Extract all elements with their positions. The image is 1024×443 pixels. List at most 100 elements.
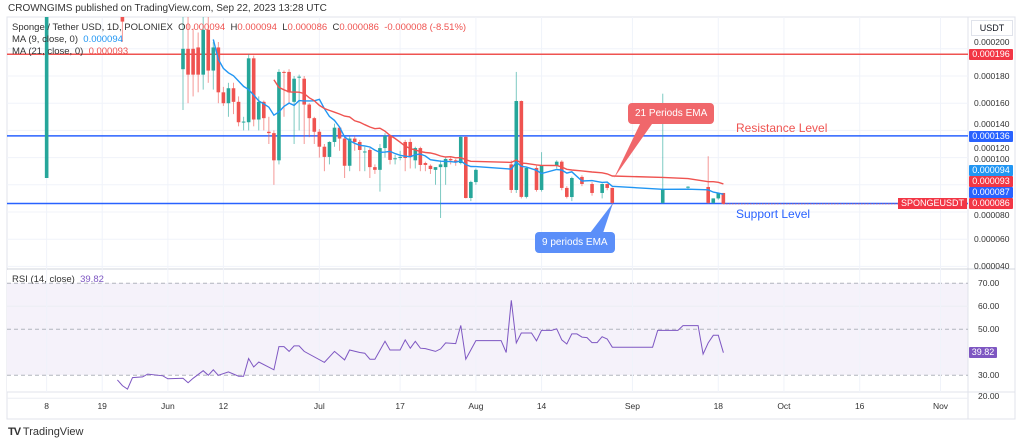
candle-down: [534, 167, 539, 190]
time-tick-label: 18: [713, 401, 724, 411]
publisher-line: CROWNGIMS published on TradingView.com, …: [8, 3, 327, 14]
candle-down: [590, 183, 594, 193]
candle-down: [464, 136, 468, 198]
candle-down: [322, 146, 327, 157]
ema21-callout-pointer: [614, 124, 652, 178]
price-tick-label: 0.000140: [974, 119, 1010, 129]
candle-down: [196, 47, 200, 75]
candle-up: [660, 189, 665, 203]
time-tick-label: 16: [854, 401, 865, 411]
candle-down: [610, 187, 615, 203]
candle-up: [201, 29, 205, 75]
rsi-label: RSI (14, close): [12, 274, 75, 285]
candle-up: [600, 183, 604, 193]
price-tick-label: 0.000200: [974, 37, 1010, 47]
candle-up: [524, 167, 529, 197]
resistance-level-label[interactable]: Resistance Level: [736, 121, 828, 135]
support-level-label[interactable]: Support Level: [736, 207, 811, 221]
chart-frame: [6, 16, 1016, 420]
price-tick-label: 0.000160: [974, 98, 1010, 109]
ma9-legend[interactable]: MA (9, close, 0) 0.000094: [12, 34, 123, 45]
rsi-line: [117, 300, 724, 390]
close-value: 0.000086: [339, 22, 379, 33]
candle-down: [559, 161, 564, 188]
rsi-band-fill: [7, 283, 968, 375]
time-tick-label: Aug: [468, 401, 484, 411]
candle-down: [605, 183, 609, 188]
time-tick-label: Oct: [777, 401, 791, 411]
ema9-callout-pointer: [590, 203, 613, 233]
ema9-callout[interactable]: 9 periods EMA: [535, 232, 615, 253]
rsi-tick-label: 60.00: [978, 301, 1000, 312]
time-tick-label: Jun: [160, 401, 175, 411]
candle-up: [292, 78, 296, 102]
ma9-price-label: 0.000094: [969, 165, 1013, 176]
time-tick-label: Nov: [932, 401, 949, 411]
candle-down: [282, 71, 286, 73]
candle-up: [686, 186, 690, 188]
price-pane: [7, 17, 968, 218]
rsi-tick-label: 50.00: [978, 324, 1000, 335]
candle-up: [44, 17, 49, 179]
candle-up: [363, 151, 367, 153]
candle-down: [565, 187, 569, 197]
candle-down: [267, 131, 271, 134]
low-value: 0.000086: [287, 22, 328, 33]
ema21-callout[interactable]: 21 Periods EMA: [628, 103, 715, 124]
candle-up: [398, 156, 402, 158]
candle-down: [408, 141, 413, 157]
candle-up: [181, 48, 185, 70]
price-tick-label: 0.000040: [974, 261, 1010, 272]
candle-up: [570, 178, 574, 198]
candle-down: [120, 17, 125, 22]
symbol-name[interactable]: Sponge / Tether USD, 1D, POLONIEX: [12, 22, 173, 33]
candle-down: [312, 118, 317, 132]
tradingview-logo-icon: TV: [8, 426, 21, 438]
candle-down: [342, 138, 347, 166]
candle-up: [277, 71, 281, 161]
candle-down: [423, 163, 428, 165]
candle-down: [272, 133, 276, 161]
support-price-label: 0.000087: [969, 187, 1013, 198]
candle-down: [307, 104, 312, 119]
close-label: C: [332, 22, 340, 33]
candle-down: [262, 101, 266, 119]
time-tick-label: 19: [97, 401, 107, 411]
candle-down: [221, 92, 226, 104]
price-tick-label: 0.000100: [974, 154, 1010, 164]
candle-down: [317, 131, 322, 147]
candle-down: [509, 164, 514, 190]
rsi-value-label: 39.82: [969, 347, 997, 358]
low-label: L: [282, 22, 288, 33]
currency-button[interactable]: USDT: [971, 20, 1013, 36]
candle-up: [711, 198, 716, 203]
candle-down: [352, 138, 357, 142]
candle-up: [443, 158, 448, 168]
open-label: O: [178, 22, 186, 33]
rsi-legend[interactable]: RSI (14, close) 39.82: [12, 274, 104, 285]
candle-up: [327, 141, 332, 157]
candle-down: [519, 101, 524, 197]
candle-up: [332, 127, 337, 142]
candle-down: [337, 127, 342, 139]
candle-down: [388, 135, 392, 160]
symbol-price-tag: SPONGEUSDT: [897, 198, 967, 209]
candle-up: [393, 158, 397, 160]
candle-up: [458, 136, 463, 164]
ma9-value: 0.000094: [83, 34, 123, 45]
candle-down: [251, 58, 256, 120]
candle-down: [706, 186, 710, 203]
tradingview-logo[interactable]: TV TradingView: [8, 426, 83, 438]
candle-up: [474, 169, 478, 183]
ma21-legend[interactable]: MA (21, close, 0) 0.000093: [12, 46, 128, 57]
candle-down: [191, 48, 195, 75]
ma21-value: 0.000093: [88, 46, 129, 57]
last-price-label: 0.000086: [969, 198, 1013, 209]
candle-up: [433, 167, 438, 170]
candle-down: [373, 167, 377, 170]
ma9-label: MA (9, close, 0): [12, 34, 78, 45]
rsi-pane: [7, 270, 968, 392]
time-tick-label: 8: [44, 401, 49, 411]
high-value: 0.000094: [237, 22, 277, 33]
